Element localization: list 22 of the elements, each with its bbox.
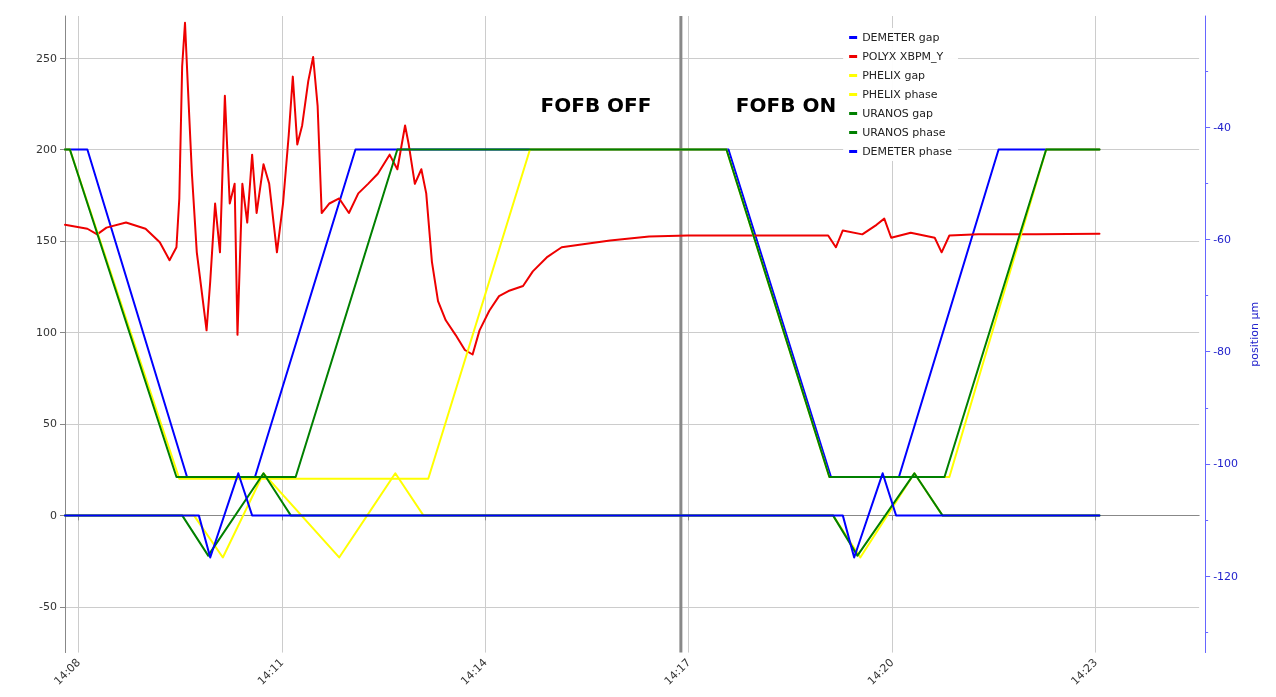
y-tick-label: 200 xyxy=(36,143,57,157)
legend-label: PHELIX phase xyxy=(862,88,938,101)
y-tick-label: 100 xyxy=(36,325,57,339)
legend-label: URANOS phase xyxy=(862,126,946,139)
legend-label: PHELIX gap xyxy=(862,69,926,82)
y2-tick-label: -120 xyxy=(1213,569,1239,583)
legend-label: DEMETER gap xyxy=(862,31,940,44)
legend-label: URANOS gap xyxy=(862,107,933,120)
annotation: FOFB ON xyxy=(735,93,837,117)
y2-tick-label: -80 xyxy=(1213,345,1232,359)
y2-tick-label: -60 xyxy=(1213,232,1232,246)
legend-label: POLYX XBPM_Y xyxy=(862,50,944,63)
y-tick-label: -50 xyxy=(39,600,57,614)
y-tick-label: 0 xyxy=(50,508,57,522)
y-tick-label: 50 xyxy=(43,417,57,431)
y2-axis-title: position μm xyxy=(1248,301,1261,367)
y-tick-label: 150 xyxy=(36,234,57,248)
y-tick-label: 250 xyxy=(36,51,57,65)
y2-tick-label: -100 xyxy=(1213,457,1239,471)
y2-tick-label: -40 xyxy=(1213,120,1232,134)
annotation: FOFB OFF xyxy=(540,93,652,117)
legend-label: DEMETER phase xyxy=(862,145,953,158)
